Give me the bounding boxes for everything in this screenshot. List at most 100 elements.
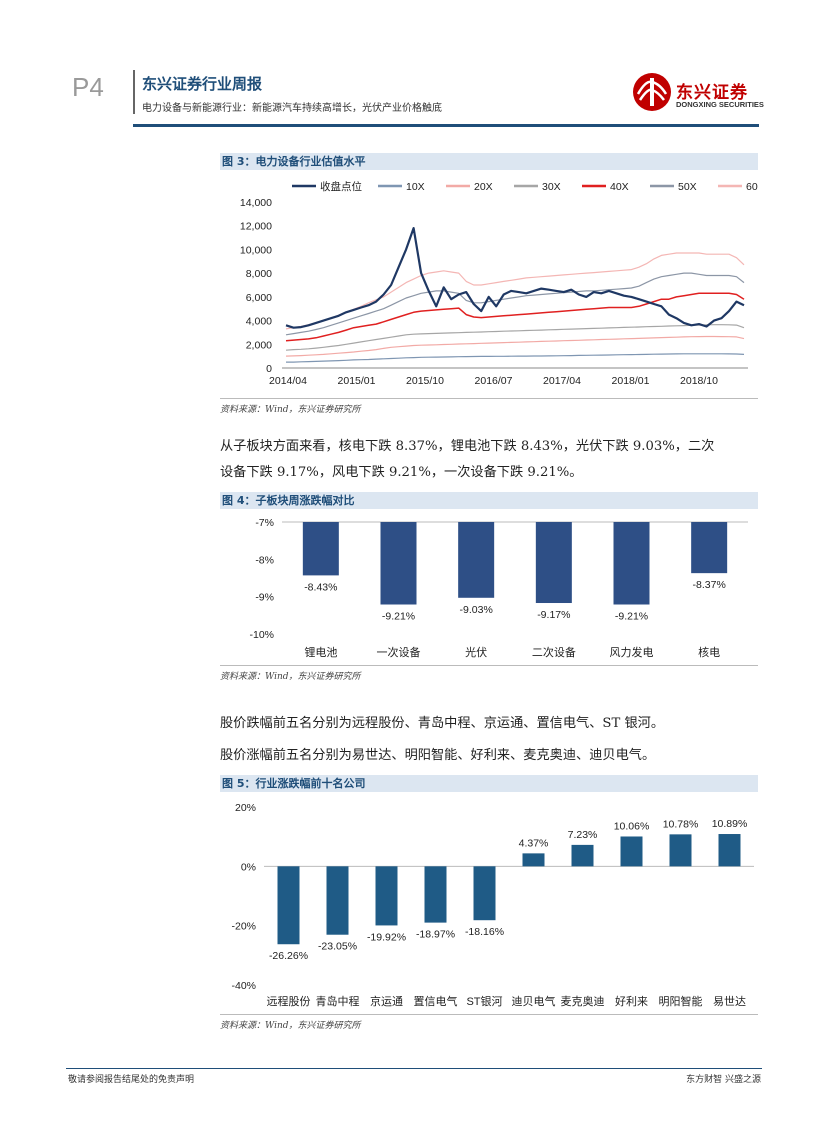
category-label: 风力发电 bbox=[610, 645, 654, 659]
series-line-0 bbox=[285, 226, 745, 329]
bar-value-label: -9.17% bbox=[537, 609, 570, 621]
series-line-6 bbox=[285, 252, 745, 330]
bar-value-label: -23.05% bbox=[318, 941, 357, 953]
y-tick-label: -8% bbox=[255, 554, 274, 566]
legend-label: 30X bbox=[542, 181, 561, 193]
bar-6 bbox=[571, 844, 594, 867]
bar-value-label: 7.23% bbox=[568, 829, 598, 841]
category-label: 明阳智能 bbox=[659, 994, 703, 1008]
legend-label: 50X bbox=[678, 181, 697, 193]
y-tick-label: -20% bbox=[231, 921, 256, 933]
category-label: 好利来 bbox=[615, 994, 648, 1008]
category-label: 二次设备 bbox=[532, 645, 576, 659]
paragraph-top-gainers: 股价涨幅前五名分别为易世达、明阳智能、好利来、麦克奥迪、迪贝电气。 bbox=[220, 748, 656, 763]
series-line-2 bbox=[285, 335, 745, 357]
category-label: 光伏 bbox=[465, 645, 487, 659]
bar-0 bbox=[277, 866, 300, 945]
fig5-title-prefix: 图 5： bbox=[222, 777, 256, 790]
bar-1 bbox=[380, 522, 417, 605]
category-label: 京运通 bbox=[370, 994, 403, 1008]
series-line-5 bbox=[285, 272, 745, 336]
x-tick-label: 2016/07 bbox=[475, 375, 513, 387]
x-tick-label: 2018/10 bbox=[680, 375, 718, 387]
x-tick-label: 2017/04 bbox=[543, 375, 581, 387]
bar-5 bbox=[691, 522, 728, 574]
bar-value-label: -18.97% bbox=[416, 929, 455, 941]
bar-value-label: -19.92% bbox=[367, 931, 406, 943]
paragraph-line: 设备下跌 9.17%，风电下跌 9.21%，一次设备下跌 9.21%。 bbox=[220, 465, 583, 480]
paragraph-sector-summary: 从子板块方面来看，核电下跌 8.37%，锂电池下跌 8.43%，光伏下跌 9.0… bbox=[220, 434, 760, 486]
legend-label: 20X bbox=[474, 181, 493, 193]
bar-value-label: 10.06% bbox=[614, 820, 650, 832]
fig3-title: 电力设备行业估值水平 bbox=[255, 155, 366, 168]
bar-5 bbox=[522, 853, 545, 867]
fig4-title-bar: 图 4：子板块周涨跌幅对比 bbox=[220, 492, 758, 509]
bar-value-label: -8.43% bbox=[304, 581, 337, 593]
fig5-title-bar: 图 5：行业涨跌幅前十名公司 bbox=[220, 775, 758, 792]
y-tick-label: -10% bbox=[249, 629, 274, 641]
bar-4 bbox=[613, 522, 650, 605]
category-label: ST银河 bbox=[466, 994, 502, 1008]
legend-label: 收盘点位 bbox=[320, 180, 362, 193]
fig3-source: 资料来源：Wind，东兴证券研究所 bbox=[220, 405, 361, 415]
bar-8 bbox=[669, 834, 692, 867]
bar-0 bbox=[302, 522, 339, 576]
fig5-source: 资料来源：Wind，东兴证券研究所 bbox=[220, 1021, 361, 1031]
bar-2 bbox=[458, 522, 495, 598]
category-label: 迪贝电气 bbox=[512, 994, 556, 1008]
y-tick-label: 6,000 bbox=[246, 292, 272, 304]
legend-label: 40X bbox=[610, 181, 629, 193]
fig3-title-prefix: 图 3： bbox=[222, 155, 256, 168]
y-tick-label: 0 bbox=[266, 363, 272, 375]
bar-value-label: -18.16% bbox=[465, 926, 504, 938]
fig4-source-rule bbox=[220, 665, 758, 666]
report-subtitle: 电力设备与新能源行业：新能源汽车持续高增长，光伏产业价格触底 bbox=[142, 103, 442, 114]
bar-9 bbox=[718, 834, 741, 867]
category-label: 一次设备 bbox=[377, 645, 421, 659]
y-tick-label: 0% bbox=[241, 861, 256, 873]
header-divider bbox=[133, 70, 135, 114]
page-number: P4 bbox=[72, 72, 104, 102]
fig4-bar-chart: -7% -8% -9% -10% -8.43% 锂电池 -9.21% 一次设备 -9.03% 光伏… bbox=[249, 517, 748, 659]
bar-3 bbox=[535, 522, 572, 604]
category-label: 麦克奥迪 bbox=[561, 994, 605, 1008]
category-label: 核电 bbox=[698, 645, 720, 659]
footer-disclaimer: 敬请参阅报告结尾处的免责声明 bbox=[68, 1075, 195, 1085]
category-label: 青岛中程 bbox=[316, 994, 360, 1008]
fig3-title-bar: 图 3：电力设备行业估值水平 bbox=[220, 153, 758, 170]
legend-label: 10X bbox=[406, 181, 425, 193]
bar-value-label: -9.21% bbox=[615, 611, 648, 623]
report-title: 东兴证券行业周报 bbox=[142, 75, 263, 93]
category-label: 远程股份 bbox=[267, 995, 311, 1008]
category-label: 置信电气 bbox=[414, 994, 458, 1008]
y-tick-label: -7% bbox=[255, 517, 274, 529]
header-rule bbox=[133, 124, 759, 127]
series-line-3 bbox=[285, 324, 745, 351]
fig4-title: 子板块周涨跌幅对比 bbox=[255, 494, 355, 507]
y-tick-label: 8,000 bbox=[246, 268, 272, 280]
fig5-bar-chart: 20% 0% -20% -40% -26.26% 远程股份 -23.05% 青岛中程 -19.9… bbox=[231, 802, 754, 1008]
bar-4 bbox=[473, 866, 496, 921]
bar-value-label: -26.26% bbox=[269, 950, 308, 962]
legend-label: 60X bbox=[746, 181, 758, 193]
paragraph-top-losers: 股价跌幅前五名分别为远程股份、青岛中程、京运通、置信电气、ST 银河。 bbox=[220, 716, 665, 731]
y-tick-label: 4,000 bbox=[246, 316, 272, 328]
x-tick-label: 2018/01 bbox=[612, 375, 650, 387]
bar-2 bbox=[375, 866, 398, 926]
dongxing-logo-icon bbox=[633, 73, 671, 111]
fig5-source-rule bbox=[220, 1014, 758, 1015]
category-label: 易世达 bbox=[713, 995, 746, 1008]
bar-1 bbox=[326, 866, 349, 935]
y-tick-label: 20% bbox=[235, 802, 256, 814]
bar-value-label: -8.37% bbox=[693, 579, 726, 591]
fig4-title-prefix: 图 4： bbox=[222, 494, 256, 507]
footer-slogan: 东方财智 兴盛之源 bbox=[686, 1075, 761, 1085]
bar-value-label: 4.37% bbox=[519, 837, 549, 849]
footer-rule bbox=[66, 1068, 762, 1069]
fig4-source: 资料来源：Wind，东兴证券研究所 bbox=[220, 672, 361, 682]
y-tick-label: 14,000 bbox=[240, 197, 272, 209]
series-line-4 bbox=[285, 292, 745, 342]
x-tick-label: 2015/01 bbox=[338, 375, 376, 387]
logo-text-cn: 东兴证券 bbox=[676, 83, 748, 103]
series-line-1 bbox=[286, 353, 745, 363]
